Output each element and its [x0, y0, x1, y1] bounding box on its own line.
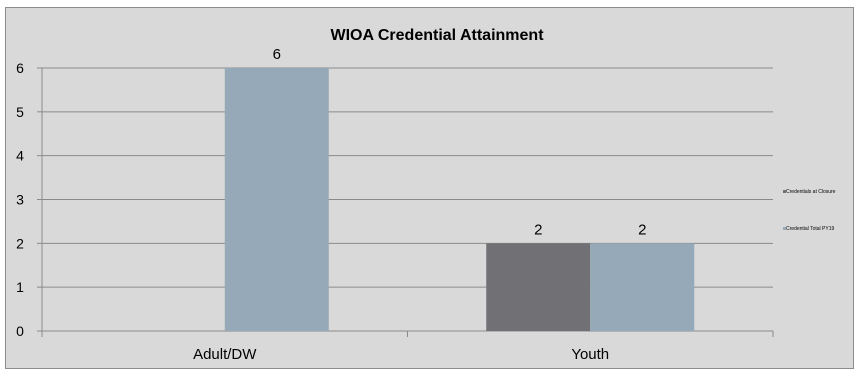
legend-label: Credentials at Closure [786, 189, 836, 195]
y-tick-label: 6 [16, 60, 24, 76]
x-tick-label: Youth [571, 346, 609, 363]
legend: Credentials at Closure Credential Total P… [783, 189, 836, 232]
y-axis: 0 1 2 3 4 5 6 [16, 60, 43, 339]
legend-label: Credential Total PY19 [786, 226, 834, 232]
data-label: 2 [534, 221, 542, 238]
chart-frame [5, 7, 854, 369]
y-tick-label: 2 [16, 235, 24, 251]
bar [224, 68, 329, 331]
bars [224, 68, 695, 331]
y-tick-label: 5 [16, 104, 24, 120]
x-tick-label: Adult/DW [193, 346, 257, 363]
y-tick-label: 0 [16, 323, 24, 339]
y-tick-label: 3 [16, 192, 24, 208]
bar [590, 243, 695, 331]
data-label: 2 [638, 221, 646, 238]
data-labels: 2 6 2 [273, 46, 647, 238]
chart-title: WIOA Credential Attainment [330, 27, 544, 44]
y-tick-label: 1 [16, 279, 24, 295]
data-label: 6 [273, 46, 281, 63]
y-tick-label: 4 [16, 148, 24, 164]
bar [486, 243, 591, 331]
legend-swatch [783, 227, 786, 230]
legend-swatch [783, 190, 786, 193]
x-axis: Adult/DW Youth [41, 330, 774, 363]
